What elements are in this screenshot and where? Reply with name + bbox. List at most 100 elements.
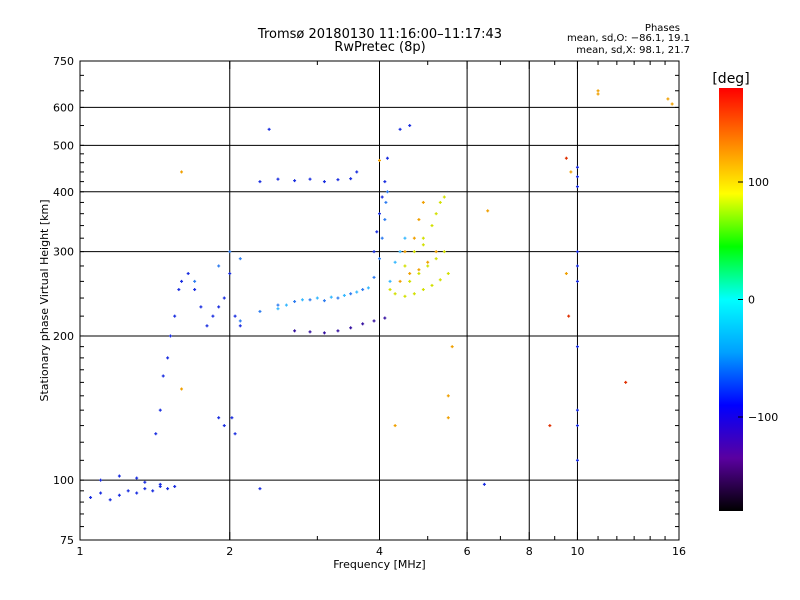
data-point bbox=[336, 296, 340, 300]
data-point bbox=[380, 195, 384, 199]
x-tick-label: 4 bbox=[376, 545, 383, 558]
data-point bbox=[300, 298, 304, 302]
data-point bbox=[564, 156, 568, 160]
x-tick-label: 1 bbox=[77, 545, 84, 558]
data-point bbox=[575, 345, 579, 349]
data-point bbox=[117, 493, 121, 497]
data-point bbox=[430, 283, 434, 287]
data-point bbox=[438, 278, 442, 282]
data-point bbox=[315, 296, 319, 300]
data-point bbox=[442, 195, 446, 199]
data-point bbox=[322, 180, 326, 184]
data-point bbox=[222, 296, 226, 300]
data-point bbox=[403, 294, 407, 298]
data-point bbox=[412, 250, 416, 254]
data-point bbox=[173, 314, 177, 318]
x-tick-label: 10 bbox=[570, 545, 584, 558]
data-point bbox=[417, 268, 421, 272]
colorbar: [deg] 100 0 −100 bbox=[712, 71, 778, 511]
data-point bbox=[267, 127, 271, 131]
data-point bbox=[575, 250, 579, 254]
data-point bbox=[117, 474, 121, 478]
data-point bbox=[482, 482, 486, 486]
data-point bbox=[186, 272, 190, 276]
data-point bbox=[308, 330, 312, 334]
data-point bbox=[385, 190, 389, 194]
data-point bbox=[99, 478, 103, 482]
data-point bbox=[355, 290, 359, 294]
data-point bbox=[308, 298, 312, 302]
data-point bbox=[398, 250, 402, 254]
data-point bbox=[383, 218, 387, 222]
data-point bbox=[575, 264, 579, 268]
data-point bbox=[228, 272, 232, 276]
data-point bbox=[238, 324, 242, 328]
data-point bbox=[180, 387, 184, 391]
data-point bbox=[380, 236, 384, 240]
x-tick-label: 8 bbox=[526, 545, 533, 558]
data-point bbox=[166, 487, 170, 491]
data-point bbox=[430, 224, 434, 228]
x-tick-label: 6 bbox=[464, 545, 471, 558]
data-point bbox=[293, 300, 297, 304]
data-point bbox=[408, 272, 412, 276]
data-point bbox=[446, 416, 450, 420]
data-point bbox=[596, 92, 600, 96]
data-point bbox=[349, 292, 353, 296]
data-point bbox=[230, 416, 234, 420]
data-point bbox=[567, 314, 571, 318]
y-tick-label: 750 bbox=[53, 55, 74, 68]
data-point bbox=[217, 305, 221, 309]
data-point bbox=[569, 170, 573, 174]
chart-subtitle: RwPretec (8p) bbox=[334, 40, 426, 55]
data-point bbox=[355, 170, 359, 174]
data-point bbox=[421, 236, 425, 240]
data-point bbox=[378, 257, 381, 261]
data-point bbox=[217, 264, 221, 268]
data-point bbox=[408, 124, 412, 128]
data-point bbox=[366, 286, 370, 290]
data-point bbox=[398, 279, 402, 283]
data-point bbox=[143, 480, 147, 484]
data-point bbox=[398, 127, 402, 131]
data-point bbox=[151, 489, 155, 493]
y-tick-label: 500 bbox=[53, 139, 74, 152]
y-axis-label: Stationary phase Virtual Height [km] bbox=[38, 199, 51, 401]
data-point bbox=[233, 432, 237, 436]
data-point bbox=[486, 209, 490, 213]
data-point bbox=[575, 175, 579, 179]
data-points bbox=[89, 89, 674, 502]
colorbar-tick-label: 0 bbox=[748, 294, 755, 307]
data-point bbox=[222, 424, 226, 428]
data-point bbox=[372, 250, 376, 254]
data-point bbox=[135, 476, 139, 480]
data-point bbox=[193, 279, 197, 283]
data-point bbox=[126, 489, 130, 493]
data-point bbox=[446, 394, 450, 398]
data-point bbox=[177, 288, 181, 292]
data-point bbox=[421, 288, 425, 292]
data-point bbox=[378, 212, 381, 216]
data-point bbox=[575, 279, 579, 283]
data-point bbox=[238, 319, 242, 323]
data-point bbox=[434, 212, 438, 216]
data-point bbox=[403, 250, 407, 254]
data-point bbox=[408, 279, 412, 283]
colorbar-label: [deg] bbox=[712, 71, 749, 87]
data-point bbox=[284, 303, 288, 307]
data-point bbox=[180, 279, 184, 283]
data-point bbox=[293, 179, 297, 183]
data-point bbox=[388, 279, 392, 283]
data-point bbox=[383, 316, 387, 320]
data-point bbox=[361, 288, 365, 292]
data-point bbox=[412, 236, 416, 240]
x-axis: 1 2 4 6 8 10 16 bbox=[77, 61, 686, 558]
data-point bbox=[393, 260, 397, 264]
data-point bbox=[548, 424, 552, 428]
data-point bbox=[421, 200, 425, 204]
data-point bbox=[308, 177, 312, 181]
data-point bbox=[205, 324, 209, 328]
data-point bbox=[329, 295, 333, 299]
data-point bbox=[336, 329, 340, 333]
